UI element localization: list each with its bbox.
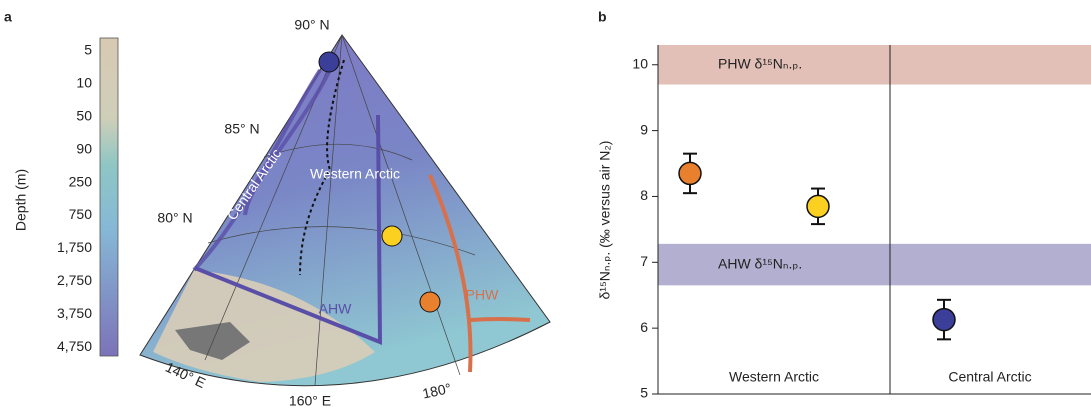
band-label: AHW δ¹⁵Nₙ.ₚ. — [718, 255, 802, 271]
y-tick-label: 8 — [640, 187, 648, 203]
colorbar-label: 50 — [76, 108, 92, 124]
colorbar-label: 750 — [69, 206, 93, 222]
region-label: PHW — [466, 287, 499, 303]
figure: a Depth (m) 90° N 85° N 80° N 140° E 160… — [0, 0, 1091, 412]
y-tick-label: 6 — [640, 319, 648, 335]
colorbar-label: 1,750 — [57, 239, 92, 255]
point — [933, 309, 955, 331]
lon-label: 180° — [421, 380, 453, 402]
colorbar-label: 4,750 — [57, 338, 92, 354]
colorbar-label: 10 — [76, 75, 92, 91]
station — [319, 52, 339, 72]
category-label: Central Arctic — [948, 369, 1031, 385]
lat-label: 80° N — [157, 210, 192, 226]
band-label: PHW δ¹⁵Nₙ.ₚ. — [718, 55, 802, 71]
region-label: Western Arctic — [310, 166, 400, 182]
y-tick-label: 7 — [640, 253, 648, 269]
colorbar-label: 2,750 — [57, 272, 92, 288]
station — [382, 226, 402, 246]
lat-label: 85° N — [224, 121, 259, 137]
category-label: Western Arctic — [729, 369, 819, 385]
panel-label: a — [4, 9, 12, 25]
colorbar-title: Depth (m) — [13, 169, 29, 231]
lat-label: 90° N — [294, 17, 329, 33]
station — [420, 292, 440, 312]
y-tick-label: 9 — [640, 121, 648, 137]
point — [679, 162, 701, 184]
region-label: AHW — [319, 301, 352, 317]
colorbar — [100, 38, 118, 356]
colorbar-label: 250 — [69, 173, 93, 189]
y-tick-label: 5 — [640, 385, 648, 401]
colorbar-label: 3,750 — [57, 305, 92, 321]
colorbar-label: 5 — [84, 42, 92, 58]
panel-label: b — [598, 9, 607, 25]
y-tick-label: 10 — [632, 55, 648, 71]
point — [807, 195, 829, 217]
y-axis-title: δ¹⁵Nₙ.ₚ. (‰ versus air N₂) — [597, 141, 613, 300]
lon-label: 160° E — [289, 393, 331, 409]
colorbar-label: 90 — [76, 140, 92, 156]
